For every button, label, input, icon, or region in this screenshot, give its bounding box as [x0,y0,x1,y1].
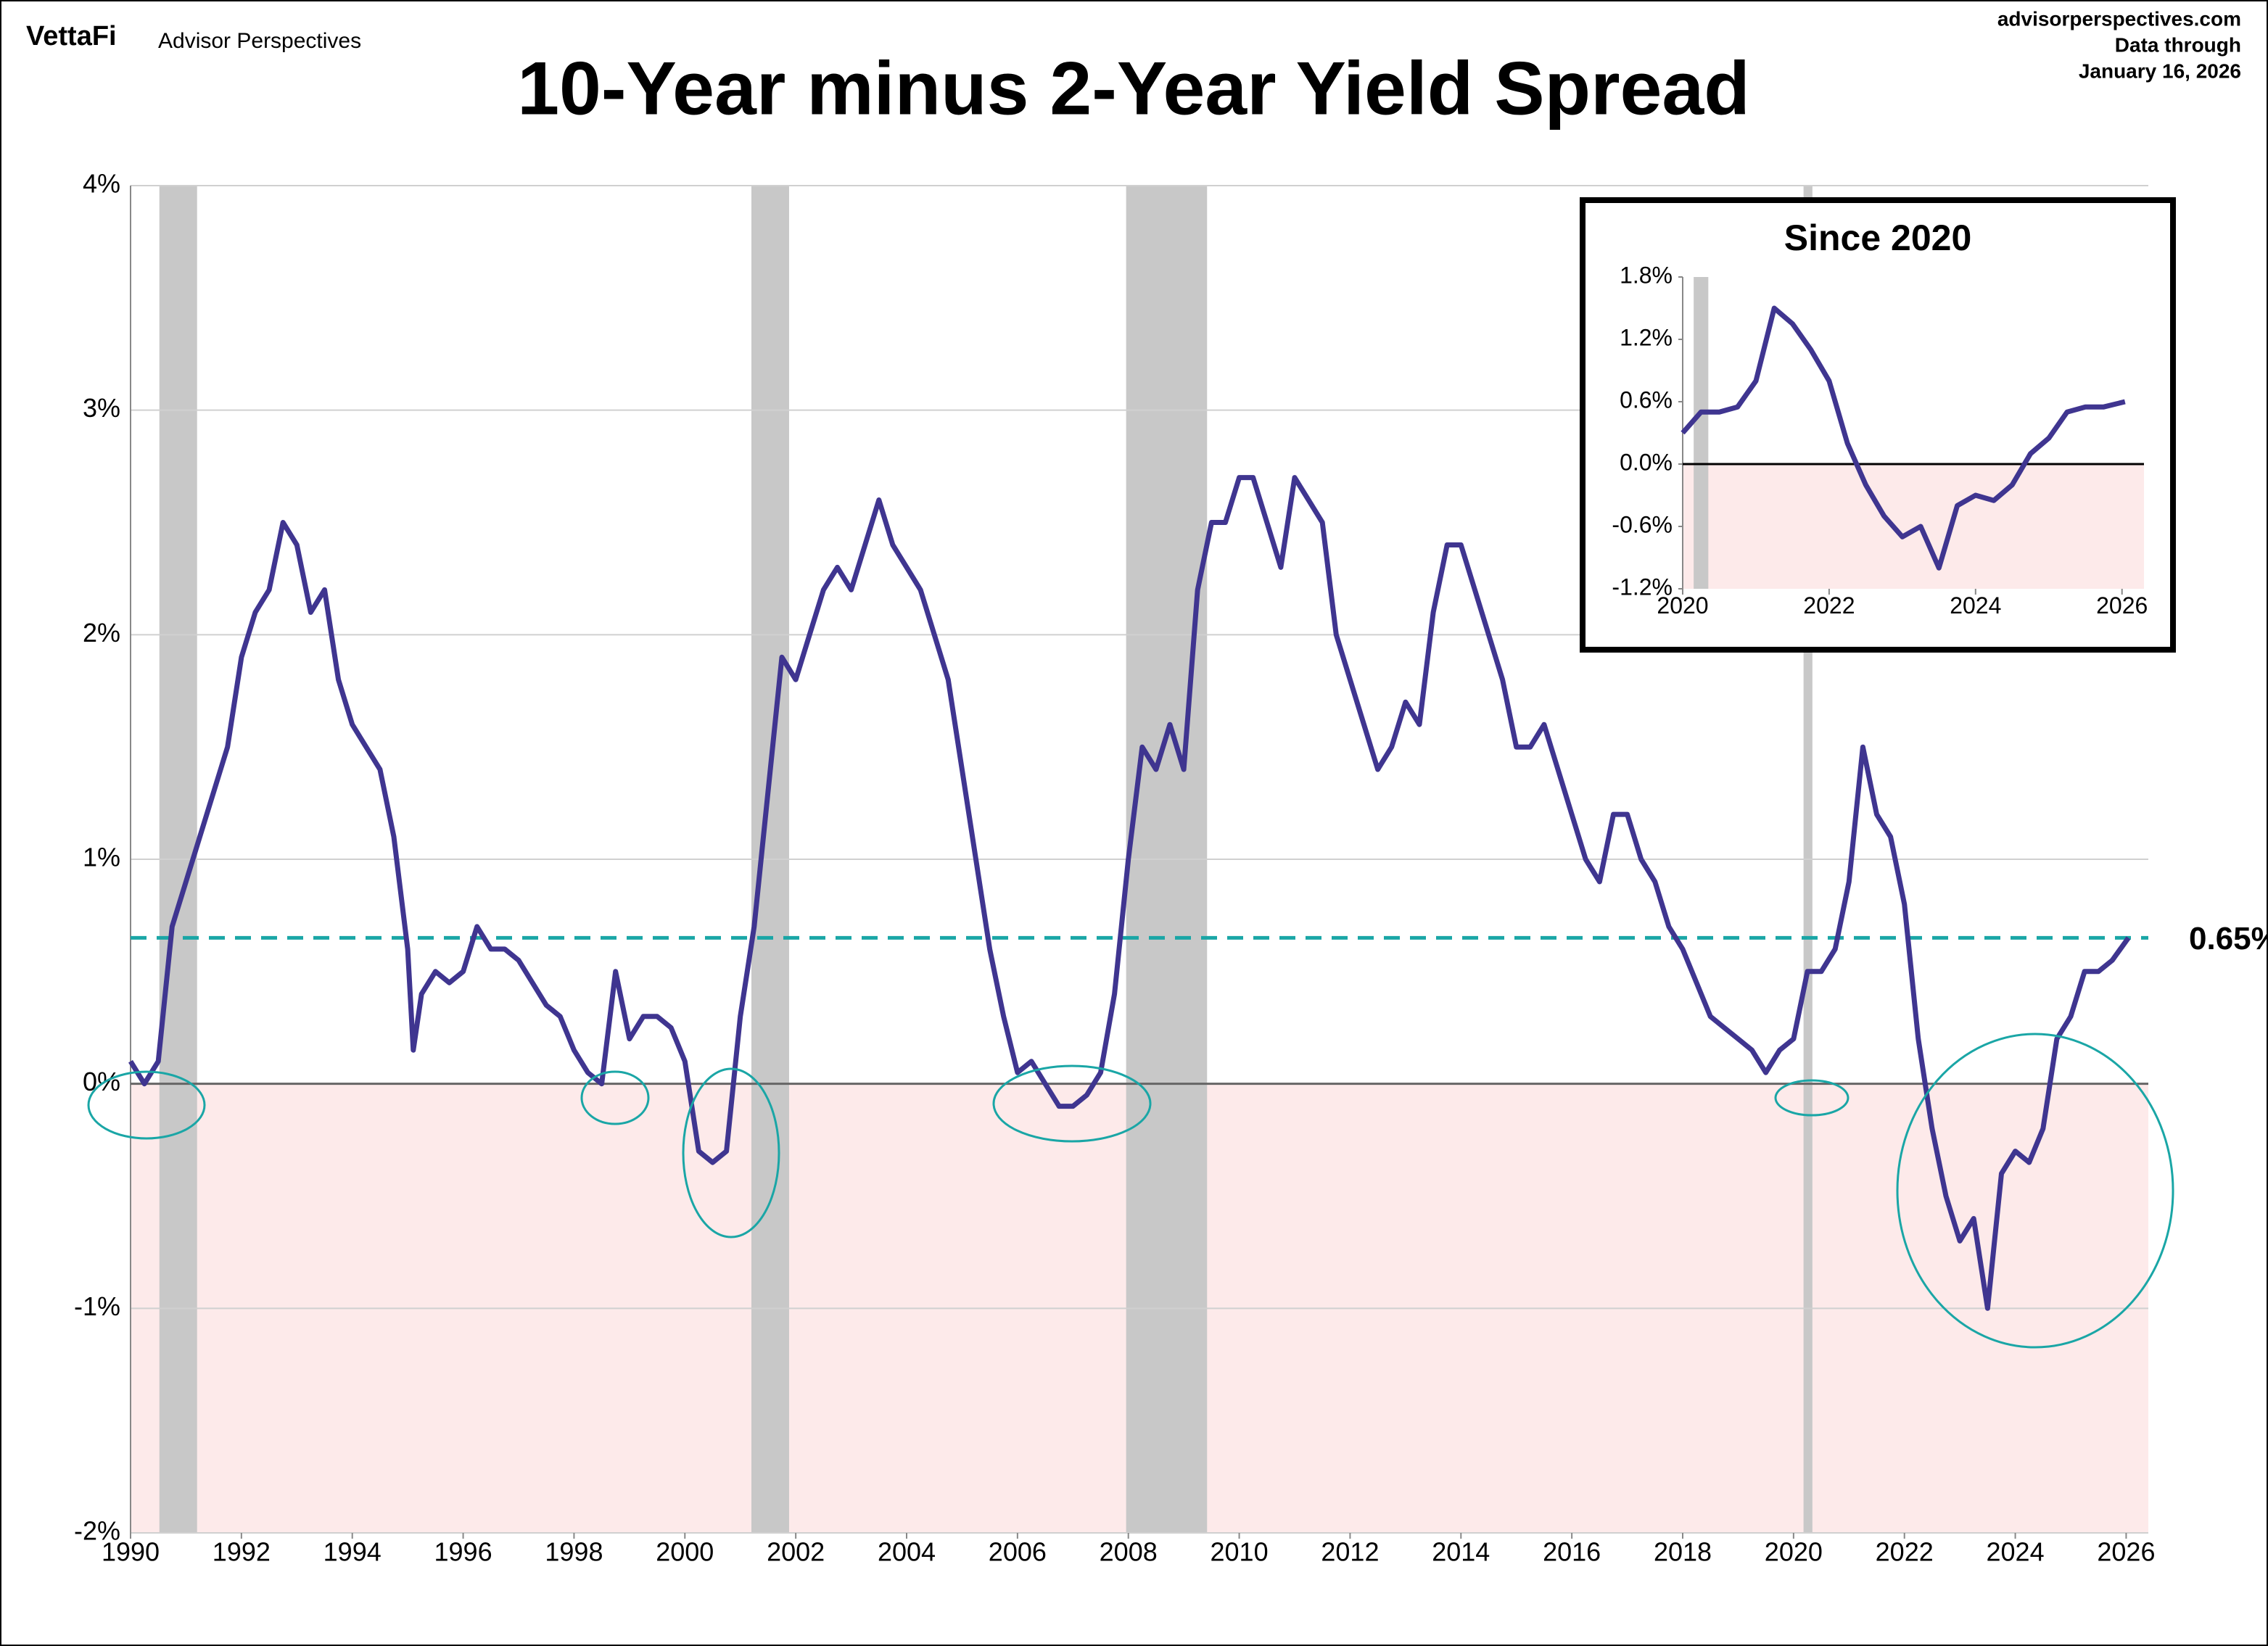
x-tick-label: 2026 [2097,1537,2155,1566]
data-date: January 16, 2026 [2079,59,2241,82]
x-tick-label: 2008 [1100,1537,1158,1566]
series-line [1681,305,2126,571]
x-tick-label: 2004 [878,1537,936,1566]
x-tick-label: 2006 [989,1537,1047,1566]
annotations [87,1033,2174,1349]
y-tick-label: 2% [83,618,120,648]
x-tick-label: 1990 [102,1537,160,1566]
annotation-ellipse [992,1064,1152,1143]
y-tick-label: 1% [83,843,120,872]
x-tick-label: 2018 [1654,1537,1712,1566]
y-tick-label: -1.2% [1612,574,1673,600]
x-tick-label: 2000 [656,1537,714,1566]
brand: VettaFi [26,21,117,51]
x-tick-label: 1992 [213,1537,271,1566]
y-tick-label: 1.2% [1620,324,1673,350]
y-tick-label: -2% [74,1516,120,1546]
x-tick-label: 1996 [434,1537,492,1566]
y-tick-label: 1.8% [1620,262,1673,288]
x-tick-label: 2022 [1803,592,1855,619]
annotation-ellipse [580,1070,650,1125]
x-tick-label: 2022 [1876,1537,1934,1566]
x-tick-label: 2020 [1765,1537,1823,1566]
x-tick-label: 2012 [1321,1537,1379,1566]
x-tick-label: 2026 [2096,592,2148,619]
x-tick-label: 2024 [1950,592,2001,619]
publisher: Advisor Perspectives [158,29,361,53]
x-tick-label: 2016 [1543,1537,1601,1566]
negative-region [1683,464,2144,589]
chart-title: Since 2020 [1784,218,1972,258]
site: advisorperspectives.com [1997,7,2241,30]
y-tick-label: -0.6% [1612,511,1673,537]
recession-band [1694,277,1709,589]
y-tick-label: 4% [83,169,120,199]
annotation-ellipse [1774,1079,1850,1117]
y-tick-label: 0.6% [1620,386,1673,413]
main-chart: -2% -1% 0% 1% 2% 3% 4% 1990 1992 1994 1996 1998 2000… [74,46,2268,1566]
x-tick-label: 1998 [545,1537,603,1566]
x-tick-label: 2024 [1987,1537,2045,1566]
series-line [128,475,2131,1311]
annotation-ellipse [87,1070,206,1140]
x-tick-label: 1994 [323,1537,382,1566]
chart-title: 10-Year minus 2-Year Yield Spread [517,46,1750,131]
x-tick-label: 2010 [1211,1537,1269,1566]
annotation-ellipse [682,1067,780,1238]
reference-label: 0.65% [2189,921,2268,956]
x-tick-label: 2002 [767,1537,825,1566]
x-tick-label: 2020 [1657,592,1708,619]
y-tick-label: 3% [83,393,120,423]
y-tick-label: -1% [74,1291,120,1321]
annotation-ellipse [1896,1033,2174,1349]
y-tick-label: 0% [83,1067,120,1096]
data-note: Data through [2115,33,2241,56]
x-tick-label: 2014 [1432,1537,1490,1566]
y-tick-label: 0.0% [1620,449,1673,475]
inset-chart: -1.2% -0.6% 0.0% 0.6% 1.2% 1.8% 2020 2022 2024 20… [1612,218,2148,619]
